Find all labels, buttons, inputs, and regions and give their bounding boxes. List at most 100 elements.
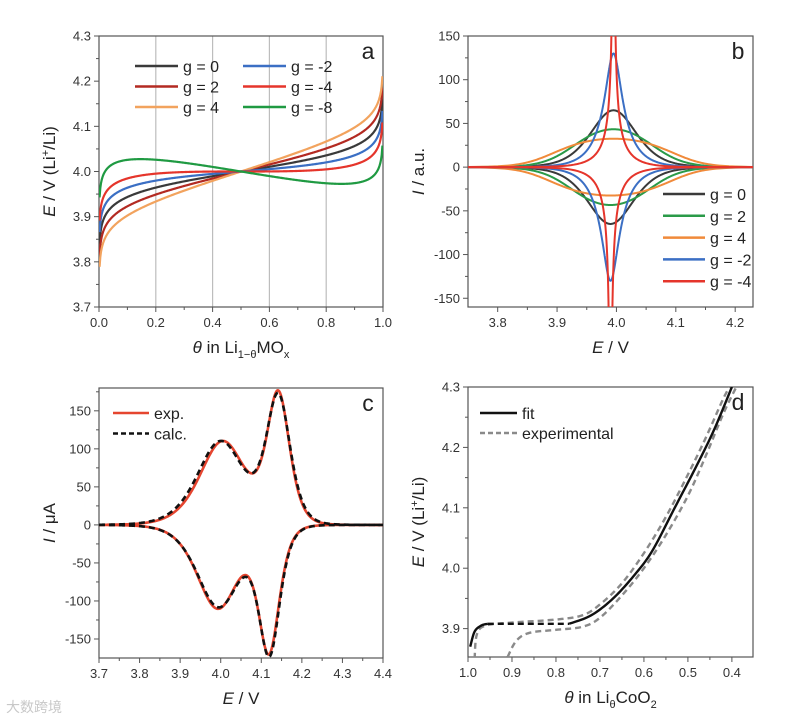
y-tick-label: -50 (72, 555, 91, 570)
anodic-curve (468, 128, 753, 169)
legend-item: g = 0 (663, 187, 746, 204)
legend-item: experimental (480, 426, 614, 443)
x-tick-label: 1.0 (459, 665, 477, 680)
y-axis-label-part: /Li) (409, 477, 428, 501)
legend-item: g = -4 (663, 274, 751, 291)
anodic-curve (468, 137, 753, 169)
series-group (99, 388, 383, 658)
y-tick-label: 100 (438, 72, 460, 87)
x-tick-label: 0.4 (204, 315, 222, 330)
exp-curve (99, 388, 383, 527)
legend-label: g = -2 (710, 252, 751, 269)
x-tick-label: 4.1 (667, 315, 685, 330)
x-tick-label: 1.0 (374, 315, 392, 330)
x-axis-label: θ in Li1−θMOx (193, 338, 290, 361)
watermark: 大数跨境 (6, 699, 62, 715)
legend-label: exp. (154, 406, 184, 423)
y-axis-label: E / V (Li+/Li) (40, 126, 59, 217)
y-tick-label: -150 (65, 631, 91, 646)
y-tick-label: 4.1 (73, 119, 91, 134)
legend-item: calc. (113, 427, 187, 444)
x-tick-label: 4.1 (252, 666, 270, 681)
x-axis-label-part: in Li (574, 688, 610, 707)
y-tick-label: 3.8 (73, 254, 91, 269)
x-tick-label: 0.5 (679, 665, 697, 680)
calc-curve (99, 523, 383, 658)
legend-label: g = -4 (710, 274, 751, 291)
legend-label: g = 0 (183, 59, 219, 76)
x-tick-label: 3.7 (90, 666, 108, 681)
panel-c: 3.7 3.8 3.9 4.0 4.1 4.2 4.3 4.4 -150 -100 -50 0 50 10… (40, 387, 392, 708)
x-axis-label-part: / V (603, 338, 629, 357)
y-tick-label: 150 (438, 29, 460, 44)
y-tick-label: 4.3 (442, 380, 460, 395)
fit-curve (568, 387, 733, 625)
legend-item: g = 0 (135, 59, 219, 76)
legend-label: g = 0 (710, 187, 746, 204)
y-tick-label: 4.2 (73, 74, 91, 89)
y-tick-label: 4.0 (73, 164, 91, 179)
series-group (469, 387, 738, 657)
y-axis-label: I / μA (40, 502, 59, 543)
legend-item: g = 4 (135, 100, 219, 117)
x-axis-label-part: E (223, 689, 235, 708)
legend-item: g = -8 (243, 100, 332, 117)
x-tick-label: 0.6 (260, 315, 278, 330)
x-tick-label: 0.6 (635, 665, 653, 680)
y-axis-label-part: E (409, 555, 428, 567)
panel-a: 0.0 0.2 0.4 0.6 0.8 1.0 3.7 3.8 3.9 4.0 4.1 4.2 4.3 a… (40, 29, 392, 362)
legend-label: g = -8 (291, 100, 332, 117)
calc-curve (99, 391, 383, 527)
y-axis-label-part: I (40, 538, 59, 543)
y-axis-label-part: + (40, 150, 52, 156)
y-axis-label-part: / μA (40, 502, 59, 538)
panel-letter: b (732, 38, 745, 64)
legend-item: g = -2 (243, 59, 332, 76)
legend-label: g = 2 (183, 80, 219, 97)
y-tick-label: 4.2 (442, 440, 460, 455)
x-tick-label: 0.7 (591, 665, 609, 680)
x-tick-label: 4.3 (333, 666, 351, 681)
fit-curve (469, 622, 489, 648)
y-tick-label: -150 (434, 291, 460, 306)
y-axis-label-part: + (409, 500, 421, 506)
x-axis-label-part: θ (193, 338, 203, 357)
panel-letter: a (362, 38, 375, 64)
x-axis-label-part: in Li (202, 338, 238, 357)
y-axis-label: E / V (Li+/Li) (409, 477, 428, 568)
x-axis-label-part: 2 (651, 699, 657, 711)
series-line (99, 145, 383, 198)
y-tick-label: 100 (69, 441, 91, 456)
x-axis-label-part: x (284, 349, 290, 361)
x-tick-label: 4.0 (212, 666, 230, 681)
y-axis-label-part: / a.u. (409, 148, 428, 191)
legend-item: g = 2 (135, 80, 219, 97)
x-axis-label-part: 1−θ (238, 349, 257, 361)
x-axis-label-part: θ (609, 699, 615, 711)
x-tick-label: 3.9 (548, 315, 566, 330)
legend-item: g = 4 (663, 231, 746, 248)
legend-label: g = -2 (291, 59, 332, 76)
y-tick-label: 150 (69, 403, 91, 418)
y-tick-label: -100 (65, 593, 91, 608)
cathodic-curve (468, 166, 753, 197)
y-axis-label-part: / V (Li (40, 156, 59, 205)
x-axis-label: θ in LiθCoO2 (564, 688, 656, 711)
x-tick-label: 0.2 (147, 315, 165, 330)
y-tick-label: 4.1 (442, 500, 460, 515)
exp-curve (99, 523, 383, 656)
x-tick-label: 3.8 (131, 666, 149, 681)
x-tick-label: 4.4 (374, 666, 392, 681)
x-axis-label-part: θ (564, 688, 574, 707)
x-tick-label: 0.9 (503, 665, 521, 680)
legend-label: calc. (154, 427, 187, 444)
x-tick-label: 0.8 (317, 315, 335, 330)
x-axis-label-part: / V (234, 689, 260, 708)
anodic-curve (468, 36, 753, 169)
legend-label: g = 4 (710, 231, 746, 248)
cathodic-curve (468, 166, 753, 282)
plot-frame (467, 386, 754, 658)
panel-letter: d (732, 389, 745, 415)
x-tick-label: 3.8 (489, 315, 507, 330)
x-tick-label: 0.8 (547, 665, 565, 680)
